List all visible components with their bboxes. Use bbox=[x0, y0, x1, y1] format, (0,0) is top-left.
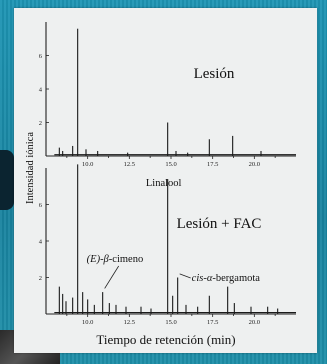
y-tick-label: 2 bbox=[39, 275, 42, 282]
annotation-leader-line bbox=[179, 273, 191, 279]
chromatogram-chart: Intensidad iónica Tiempo de retención (m… bbox=[25, 22, 296, 347]
x-tick-label: 15.0 bbox=[165, 161, 176, 168]
x-tick-label: 17.5 bbox=[207, 319, 218, 326]
x-axis-label: Tiempo de retención (min) bbox=[96, 332, 235, 347]
left-dark-shape bbox=[0, 150, 14, 210]
annotation-leader-line bbox=[104, 265, 120, 289]
x-tick-label: 12.5 bbox=[124, 319, 135, 326]
chromatogram-figure: Intensidad iónica Tiempo de retención (m… bbox=[14, 8, 317, 353]
panel-title: Lesión + FAC bbox=[177, 216, 262, 232]
y-tick-label: 6 bbox=[39, 53, 43, 60]
panel-lesion-fac: 2 4 6 10.0 12.5 15.0 17.5 20.0 Lesión + FAC Linal… bbox=[39, 164, 296, 326]
y-tick-label: 6 bbox=[39, 202, 43, 209]
panel-title: Lesión bbox=[194, 66, 235, 82]
annotation-linalool: Linalool bbox=[146, 178, 182, 189]
x-tick-label: 10.0 bbox=[82, 161, 93, 168]
y-tick-label: 2 bbox=[39, 120, 42, 127]
x-tick-label: 10.0 bbox=[82, 319, 93, 326]
x-tick-label: 15.0 bbox=[165, 319, 176, 326]
y-tick-label: 4 bbox=[39, 86, 43, 93]
annotation-cis-alpha-bergamotene: cis-α-bergamota bbox=[192, 273, 261, 284]
panel-lesion: 2 4 6 10.0 12.5 15.0 17.5 20.0 Lesión bbox=[39, 22, 296, 168]
x-tick-label: 12.5 bbox=[124, 161, 135, 168]
x-tick-label: 17.5 bbox=[207, 161, 218, 168]
annotation-e-beta-cymene: (E)-β-cimeno bbox=[87, 254, 144, 265]
y-axis-label: Intensidad iónica bbox=[25, 132, 36, 204]
x-tick-label: 20.0 bbox=[249, 161, 260, 168]
x-tick-label: 20.0 bbox=[249, 319, 260, 326]
y-tick-label: 4 bbox=[39, 238, 43, 245]
